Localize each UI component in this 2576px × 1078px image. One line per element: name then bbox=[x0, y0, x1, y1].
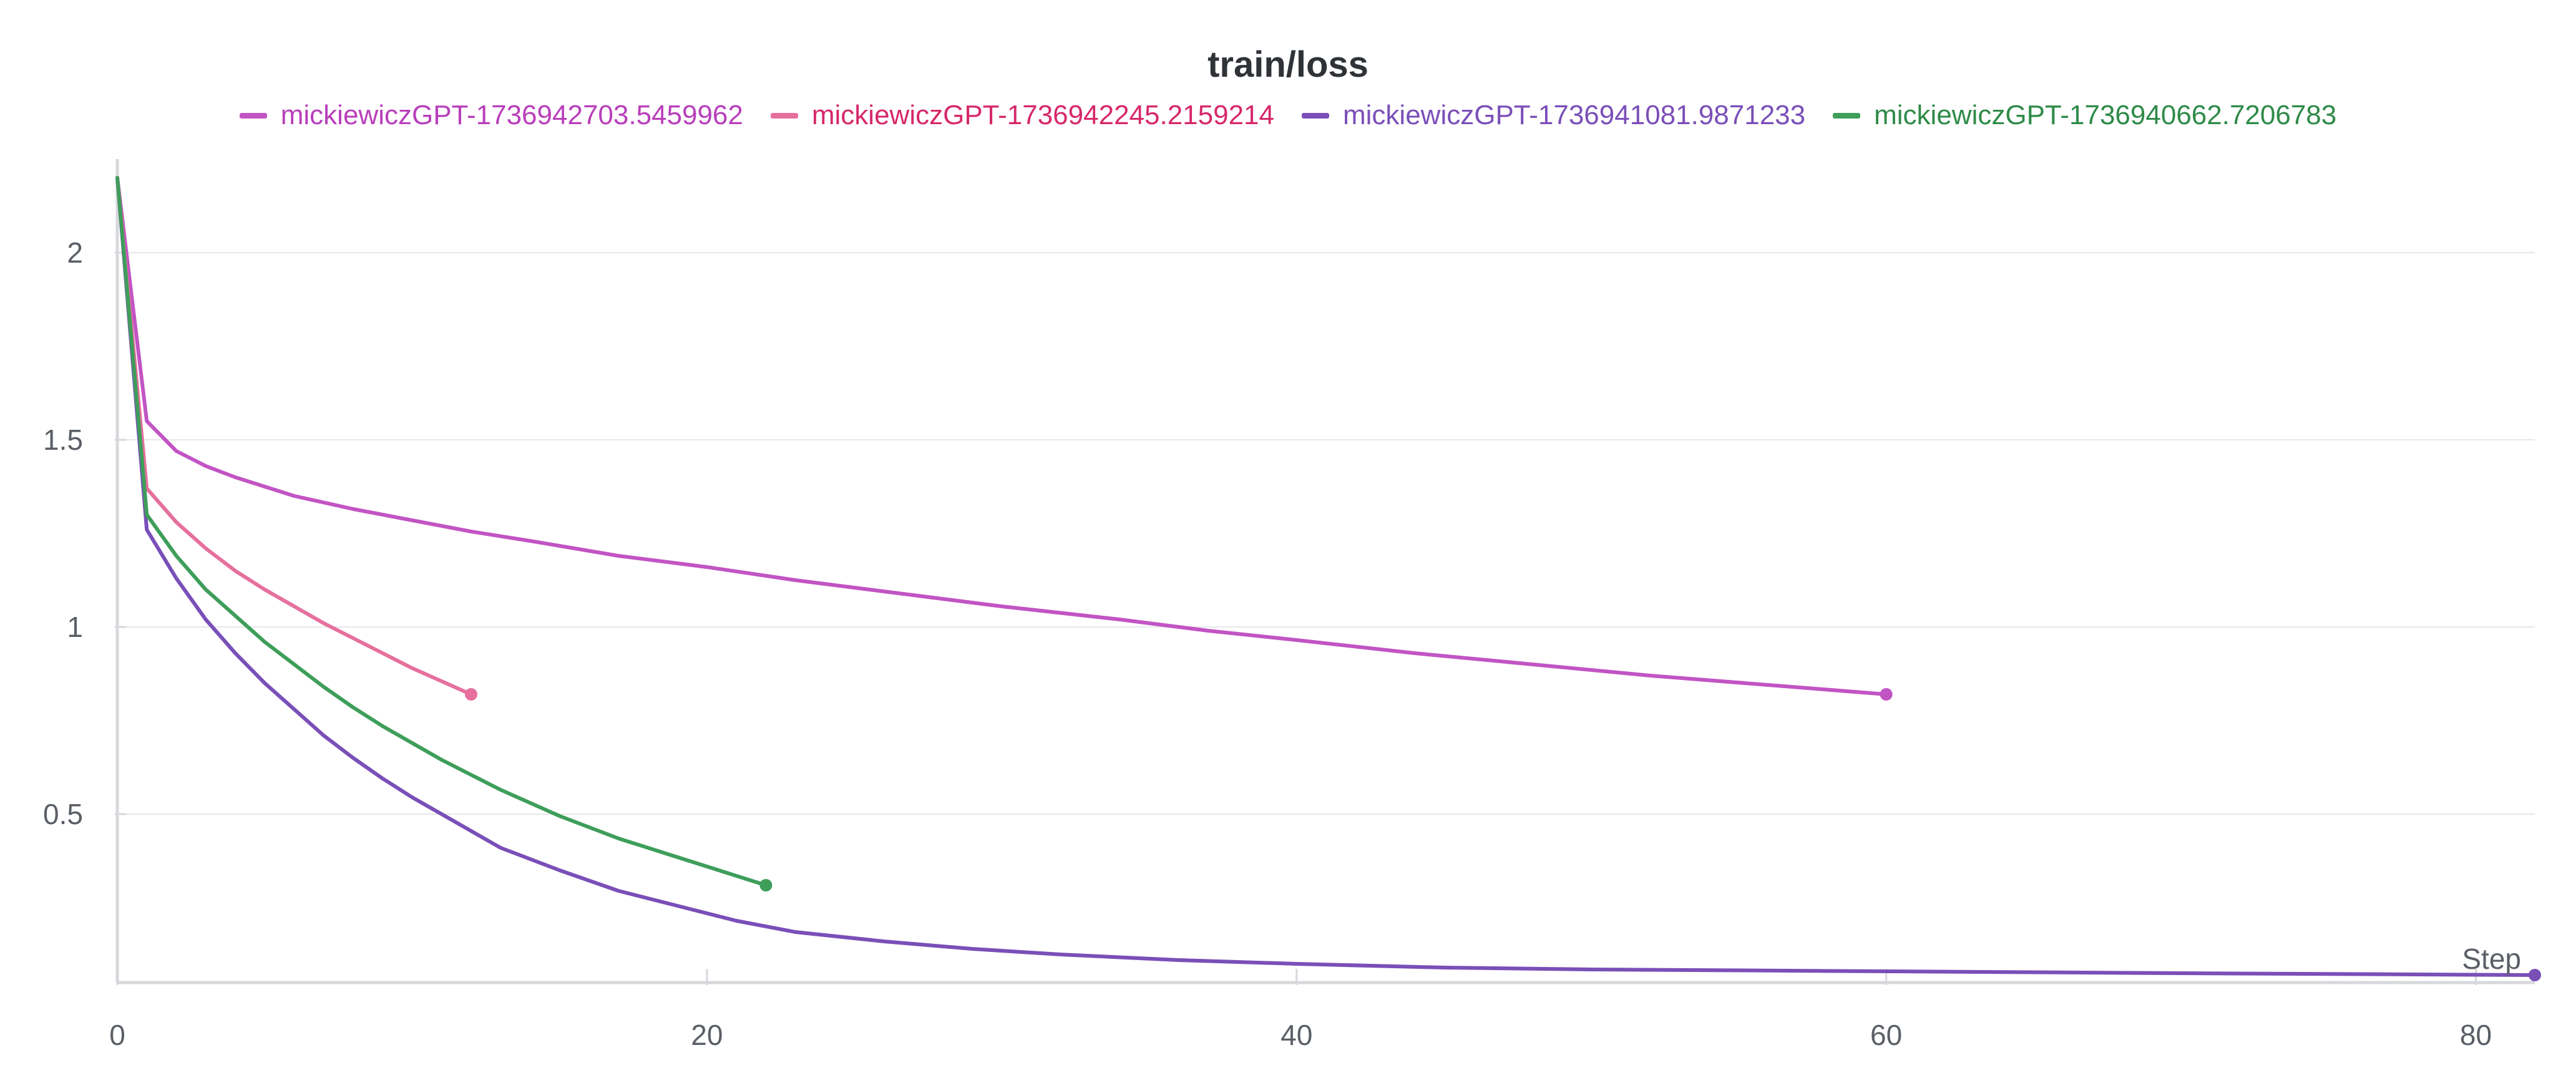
legend-swatch bbox=[1302, 112, 1329, 119]
y-tick-label: 0.5 bbox=[43, 798, 83, 830]
legend-item[interactable]: mickiewiczGPT-1736941081.9871233 bbox=[1302, 100, 1805, 131]
x-tick-label: 40 bbox=[1281, 1019, 1312, 1051]
legend-label: mickiewiczGPT-1736941081.9871233 bbox=[1343, 100, 1806, 130]
grid-lines bbox=[117, 252, 2535, 815]
legend-swatch bbox=[239, 112, 267, 119]
x-tick-label: 80 bbox=[2460, 1019, 2492, 1051]
legend-item[interactable]: mickiewiczGPT-1736942245.2159214 bbox=[770, 100, 1274, 131]
x-tick-label: 60 bbox=[1870, 1019, 1902, 1051]
legend-item[interactable]: mickiewiczGPT-1736942703.5459962 bbox=[239, 100, 743, 131]
y-tick-label: 2 bbox=[67, 236, 83, 269]
legend-item[interactable]: mickiewiczGPT-1736940662.7206783 bbox=[1833, 100, 2336, 131]
x-tick-label: 0 bbox=[109, 1019, 125, 1051]
legend-swatch bbox=[770, 112, 798, 119]
axes bbox=[115, 159, 2535, 985]
legend-label: mickiewiczGPT-1736942703.5459962 bbox=[280, 100, 743, 130]
series-lines bbox=[115, 176, 2541, 981]
legend: mickiewiczGPT-1736942703.5459962 mickiewi… bbox=[0, 100, 2576, 131]
y-tick-label: 1.5 bbox=[43, 424, 83, 456]
series-line bbox=[115, 176, 768, 887]
legend-swatch bbox=[1833, 112, 1861, 119]
x-tick-label: 20 bbox=[691, 1019, 723, 1051]
series-line bbox=[115, 176, 2537, 977]
legend-label: mickiewiczGPT-1736942245.2159214 bbox=[811, 100, 1274, 130]
series-end-marker bbox=[1880, 688, 1893, 701]
x-axis-title: Step bbox=[2462, 943, 2521, 975]
series-end-marker bbox=[759, 879, 773, 891]
series-end-marker bbox=[464, 688, 477, 701]
series-line bbox=[115, 176, 473, 696]
y-tick-label: 1 bbox=[67, 611, 83, 643]
chart-title: train/loss bbox=[1208, 44, 1368, 85]
series-line bbox=[115, 176, 1888, 696]
legend-label: mickiewiczGPT-1736940662.7206783 bbox=[1874, 100, 2337, 130]
series-end-marker bbox=[2529, 969, 2541, 981]
